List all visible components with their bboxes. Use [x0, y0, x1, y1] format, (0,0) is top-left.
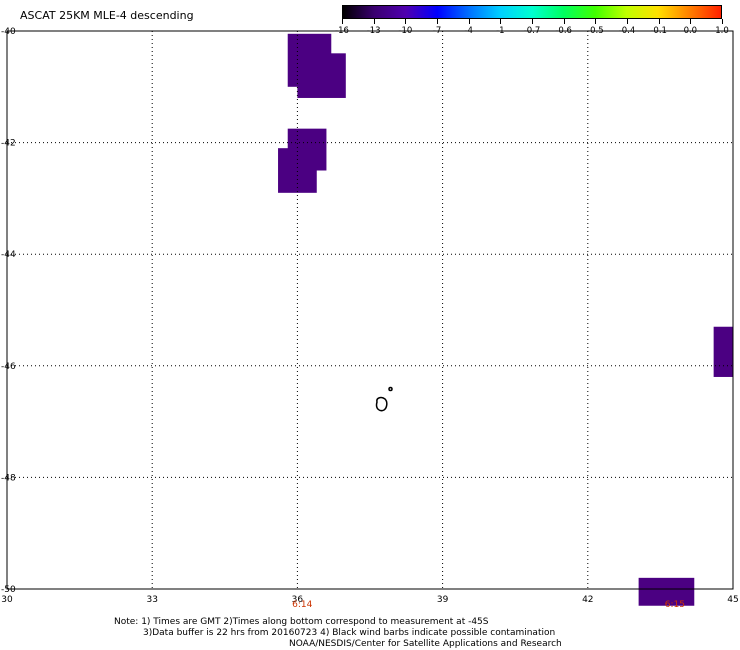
contamination-patches [278, 33, 733, 606]
longitude-tick-label: 33 [146, 595, 157, 605]
contamination-patch [638, 577, 695, 606]
axis-labels: 30 33 36 39 42 45 -40 -42 -44 -46 -48 -50 [1, 27, 739, 605]
colorbar-tick [342, 19, 343, 24]
colorbar-tick [563, 19, 565, 24]
contamination-patch [713, 326, 733, 377]
colorbar-tick [627, 19, 628, 24]
colorbar-tick [722, 19, 723, 24]
contamination-patch [297, 53, 346, 98]
map-title: ASCAT 25KM MLE-4 descending [20, 9, 194, 22]
latitude-tick-label: -48 [1, 473, 16, 483]
longitude-tick-label: 39 [437, 595, 449, 605]
longitude-tick-label: 30 [1, 595, 13, 605]
latitude-tick-label: -42 [1, 139, 16, 149]
lat-lon-grid [7, 31, 733, 589]
note-line-3: NOAA/NESDIS/Center for Satellite Applica… [289, 639, 562, 649]
colorbar-tick [532, 19, 533, 24]
colorbar-tick [437, 19, 438, 24]
colorbar-tick [500, 19, 502, 24]
latitude-tick-label: -44 [1, 250, 16, 260]
plot-frame [6, 30, 734, 590]
colorbar-tick [373, 19, 375, 24]
contamination-patch [278, 148, 317, 193]
latitude-tick-label: -46 [1, 362, 16, 372]
latitude-tick-label: -50 [1, 585, 16, 595]
colorbar-tick [468, 19, 470, 24]
coastline-island [375, 386, 393, 412]
swath-time-label: 6:14 [292, 600, 313, 610]
longitude-tick-label: 45 [727, 595, 738, 605]
longitude-tick-label: 42 [582, 595, 593, 605]
colorbar-tick [658, 19, 660, 24]
note-line-2: 3)Data buffer is 22 hrs from 20160723 4)… [143, 628, 556, 638]
note-line-1: Note: 1) Times are GMT 2)Times along bot… [114, 617, 489, 627]
colorbar-tick [595, 19, 597, 24]
longitude-tick-label: 36 [292, 595, 304, 605]
colorbar [342, 5, 722, 19]
colorbar-tick [405, 19, 407, 24]
swath-time-label: 6:15 [664, 600, 686, 610]
colorbar-tick [690, 19, 692, 24]
latitude-tick-label: -40 [1, 27, 16, 37]
